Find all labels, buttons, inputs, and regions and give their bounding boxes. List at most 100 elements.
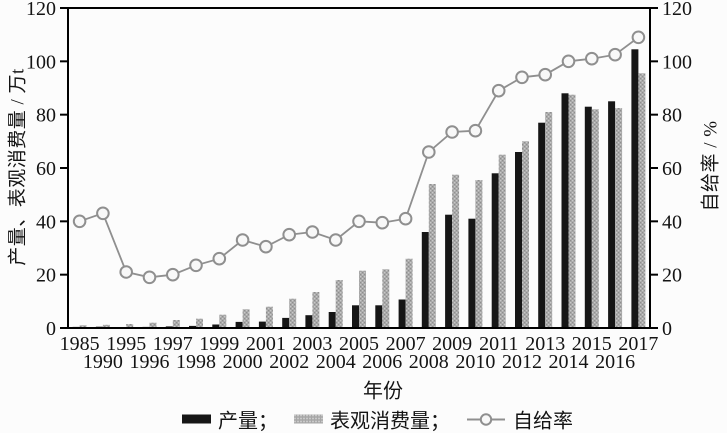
right-tick-label: 100 — [662, 51, 692, 73]
right-axis-title: 自给率 / % — [700, 120, 722, 212]
bar-production-2008 — [421, 232, 429, 328]
right-tick-label: 80 — [662, 105, 682, 127]
year-label-2015: 2015 — [572, 333, 612, 355]
bar-production-2001 — [258, 321, 266, 328]
legend-production-label: 产量； — [218, 410, 278, 433]
marker-rate-2003 — [305, 225, 320, 239]
line-circle-swatch-icon — [467, 412, 505, 426]
year-label-2003: 2003 — [292, 333, 332, 355]
bar-consumption-1996 — [149, 322, 157, 328]
bar-consumption-2016 — [615, 108, 623, 328]
marker-rate-2008 — [422, 145, 436, 159]
legend-rate-label: 自给率 — [513, 410, 573, 433]
bar-production-2010 — [468, 218, 476, 328]
left-tick-label: 120 — [26, 0, 56, 20]
marker-rate-2004 — [328, 233, 343, 247]
bar-consumption-2007 — [405, 258, 413, 328]
legend-item-rate: 自给率 — [466, 405, 573, 433]
bar-production-2006 — [375, 305, 383, 328]
marker-rate-2005 — [352, 214, 366, 229]
right-tick-label: 120 — [662, 0, 692, 20]
bar-consumption-2000 — [242, 309, 250, 328]
production-bar-swatch-icon — [182, 414, 211, 424]
year-label-2006: 2006 — [362, 351, 402, 373]
year-label-1990: 1990 — [83, 351, 123, 373]
bar-production-2017 — [631, 49, 639, 329]
bar-consumption-2006 — [382, 269, 390, 328]
bar-production-2013 — [538, 122, 546, 328]
year-label-1998: 1998 — [176, 351, 216, 373]
bar-consumption-2012 — [522, 141, 529, 328]
marker-rate-1996 — [142, 270, 157, 285]
bar-consumption-2013 — [545, 112, 553, 328]
bar-production-2002 — [282, 317, 290, 328]
marker-rate-1997 — [166, 267, 180, 282]
year-label-2007: 2007 — [386, 333, 426, 355]
bar-production-2015 — [584, 106, 592, 328]
bar-consumption-2008 — [428, 184, 436, 328]
marker-rate-2002 — [282, 227, 297, 242]
bar-consumption-1990 — [102, 324, 110, 328]
bars-production — [72, 49, 639, 329]
year-label-2017: 2017 — [618, 333, 658, 355]
marker-rate-2007 — [398, 211, 413, 226]
left-tick-label: 40 — [36, 211, 56, 233]
left-tick-label: 100 — [26, 51, 56, 73]
left-tick-label: 80 — [36, 105, 56, 127]
legend: 产量； 表观消费量； 自给率 — [0, 405, 727, 433]
year-label-1999: 1999 — [199, 333, 239, 355]
year-label-2016: 2016 — [595, 351, 635, 373]
bar-consumption-2003 — [312, 292, 320, 328]
bar-consumption-1985 — [79, 325, 87, 328]
marker-rate-2015 — [585, 51, 599, 66]
marker-rate-1995 — [119, 265, 133, 279]
x-axis-title: 年份 — [363, 380, 403, 403]
bar-production-2011 — [491, 173, 499, 328]
legend-consumption-label: 表观消费量； — [330, 410, 450, 433]
marker-rate-2006 — [375, 215, 390, 230]
bar-production-2000 — [235, 321, 243, 328]
marker-rate-1999 — [212, 251, 227, 266]
left-tick-label: 20 — [36, 265, 56, 287]
self-sufficiency-line — [72, 30, 646, 285]
bar-production-2016 — [608, 101, 616, 328]
year-label-2001: 2001 — [246, 333, 286, 355]
bar-consumption-2015 — [591, 109, 599, 328]
right-tick-label: 40 — [662, 211, 682, 233]
marker-rate-2010 — [468, 123, 483, 138]
marker-rate-1990 — [96, 206, 110, 221]
year-label-2012: 2012 — [502, 351, 542, 373]
year-label-2014: 2014 — [549, 351, 589, 373]
marker-rate-1985 — [72, 214, 87, 229]
bar-consumption-2009 — [452, 174, 460, 328]
year-label-2004: 2004 — [316, 351, 356, 373]
left-tick-label: 0 — [46, 318, 56, 340]
year-label-2013: 2013 — [525, 333, 565, 355]
year-label-2010: 2010 — [455, 351, 495, 373]
marker-rate-2009 — [445, 125, 459, 139]
left-tick-label: 60 — [36, 158, 56, 180]
bar-consumption-2002 — [289, 298, 297, 328]
marker-rate-2011 — [491, 83, 506, 98]
bar-consumption-1995 — [126, 324, 134, 328]
bar-consumption-2014 — [568, 94, 576, 328]
legend-item-consumption: 表观消费量； — [294, 405, 450, 433]
year-label-2008: 2008 — [409, 351, 449, 373]
year-label-2011: 2011 — [479, 333, 518, 355]
marker-rate-2001 — [259, 239, 273, 254]
bar-consumption-2011 — [498, 154, 506, 328]
bar-production-2004 — [328, 312, 336, 328]
bar-consumption-2017 — [638, 73, 646, 328]
bar-consumption-2010 — [475, 180, 483, 328]
axis-tick-labels: 0 0 20 20 40 40 60 60 80 80 100 100 120 120 — [26, 0, 692, 340]
consumption-bar-swatch-icon — [294, 414, 323, 424]
bar-production-2009 — [445, 214, 453, 328]
bar-production-1999 — [212, 324, 220, 328]
bar-consumption-2005 — [359, 270, 366, 328]
marker-rate-2016 — [608, 47, 622, 62]
bars-consumption — [79, 73, 646, 328]
bar-production-2003 — [305, 315, 313, 328]
bar-consumption-1998 — [196, 318, 203, 328]
